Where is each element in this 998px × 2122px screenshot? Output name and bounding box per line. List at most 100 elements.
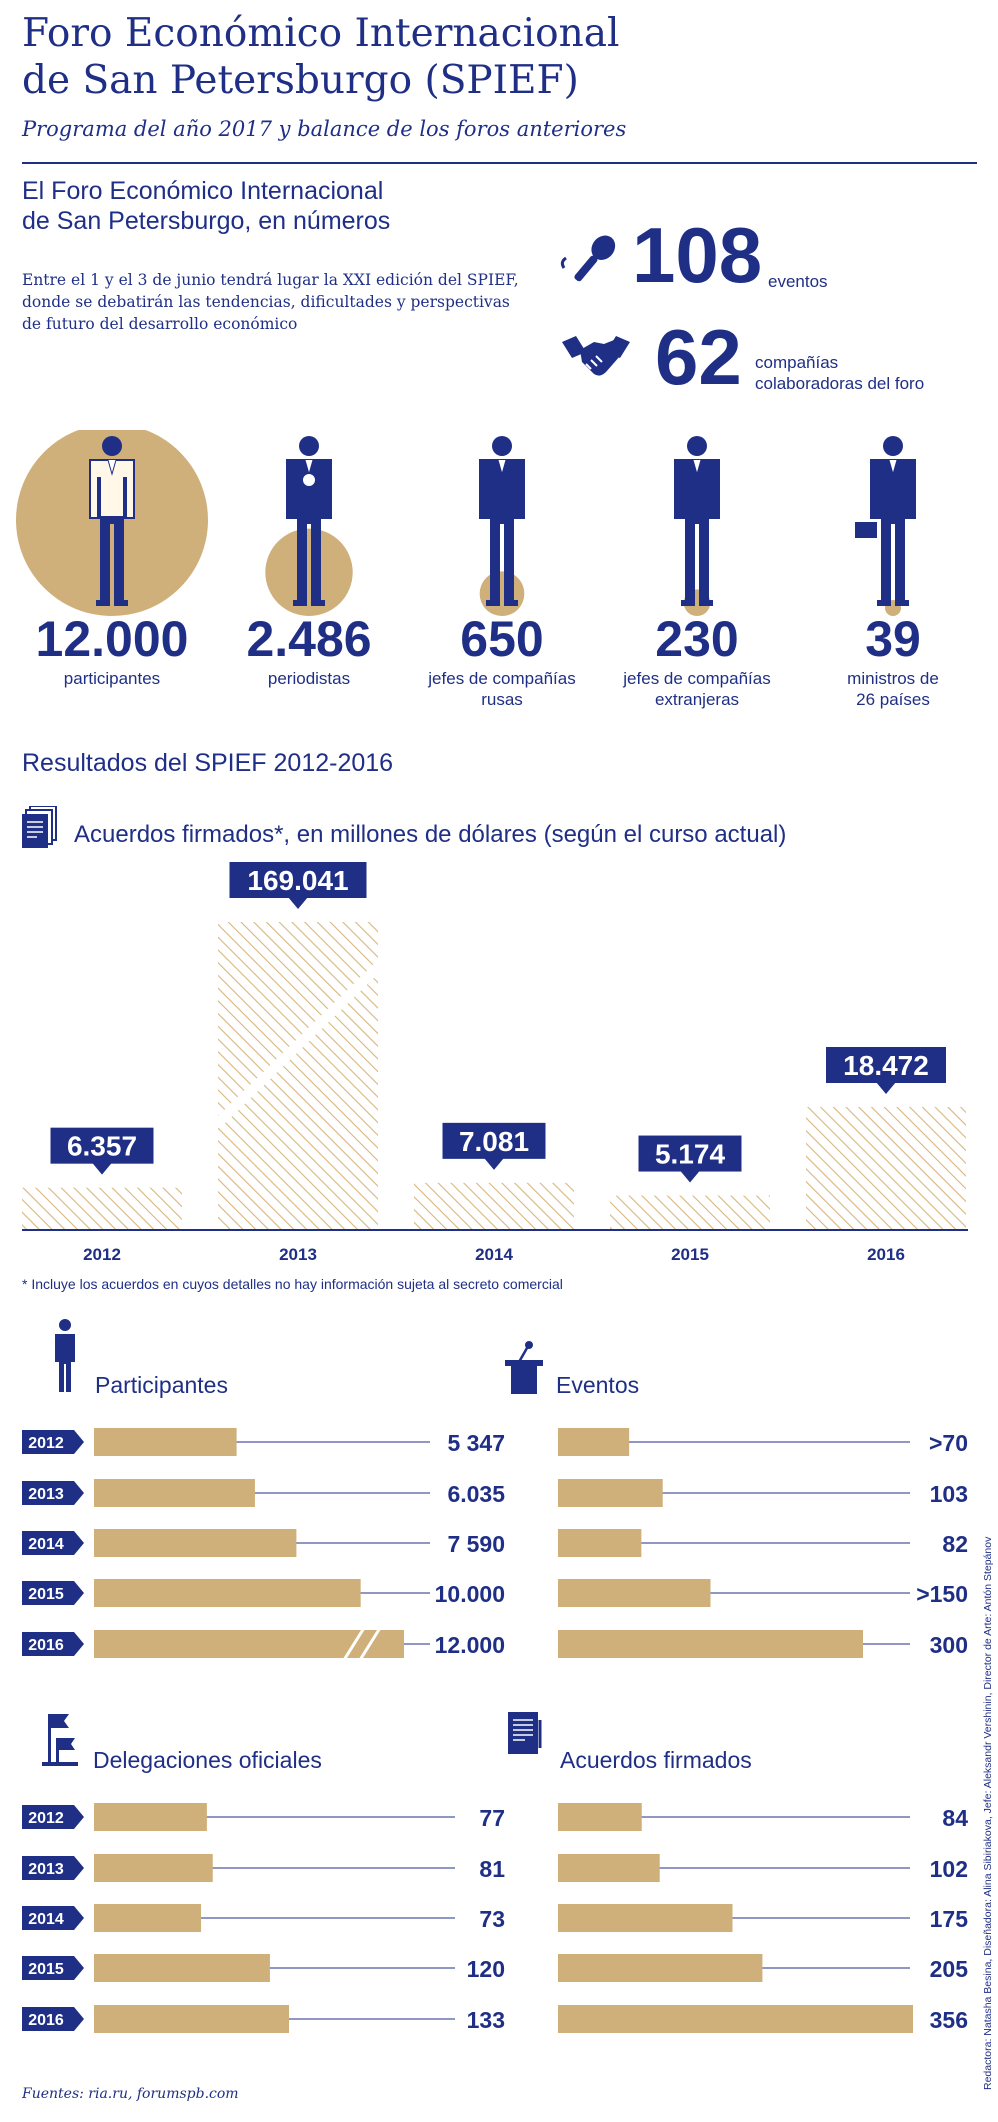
stat-label-line1: periodistas [267, 669, 351, 688]
value-label-2014: 7 590 [447, 1531, 505, 1557]
hbar-2016 [558, 2005, 913, 2033]
panel-eventos: Eventos >70 103 82 >150 300 [556, 1372, 968, 1658]
stat-label-line2: extranjeras [654, 690, 740, 709]
value-label-2015: 120 [467, 1956, 505, 1982]
svg-text:2013: 2013 [28, 1861, 64, 1878]
year-tag-2014: 2014 [22, 1906, 84, 1930]
value-label-2014: 82 [942, 1531, 968, 1557]
value-label-2013: 81 [479, 1856, 505, 1882]
stat-figure-1 [16, 430, 208, 616]
year-tag-2015: 2015 [22, 1581, 84, 1605]
page-subtitle: Programa del año 2017 y balance de los f… [22, 117, 627, 141]
stat-figure-2 [265, 436, 353, 616]
svg-text:5.174: 5.174 [655, 1139, 725, 1170]
value-label-2015: 205 [930, 1956, 969, 1982]
credits: Redactora: Natasha Besina, Diseñadora: A… [982, 1536, 994, 2090]
panel-title: Acuerdos firmados [560, 1747, 752, 1773]
year-tag-2013: 2013 [22, 1856, 84, 1880]
year-tag-2012: 2012 [22, 1805, 84, 1829]
stat-label-line1: ministros de [847, 669, 939, 688]
bar-2015 [610, 1195, 770, 1230]
panel-acuerdos-firmados: Acuerdos firmados 84 102 175 205 356 [558, 1747, 968, 2033]
value-label-2012: 5 347 [447, 1430, 505, 1456]
podium-icon [505, 1341, 543, 1394]
svg-text:2015: 2015 [28, 1586, 64, 1603]
results-heading: Resultados del SPIEF 2012-2016 [22, 749, 394, 777]
partners-label-line1: compañías [755, 353, 839, 372]
stat-figure-4 [674, 436, 720, 616]
data-label-2012: 6.357 [50, 1127, 154, 1175]
panel-title: Participantes [95, 1372, 228, 1398]
header-divider [22, 162, 977, 164]
clipboard-icon [508, 1712, 542, 1754]
hbar-2012 [94, 1803, 207, 1831]
panel-delegaciones-oficiales: Delegaciones oficiales 2012 77 2013 81 2014 73… [22, 1747, 505, 2033]
stat-label-line1: jefes de compañías [623, 669, 771, 688]
svg-text:18.472: 18.472 [843, 1050, 929, 1081]
stat-label-line1: participantes [63, 669, 161, 688]
stat-number: 12.000 [35, 611, 189, 667]
hbar-2015 [558, 1954, 763, 1982]
hbar-2012 [558, 1803, 642, 1831]
hbar-2016 [94, 1630, 404, 1658]
stat-figure-3 [479, 436, 525, 616]
value-label-2013: 103 [930, 1481, 968, 1507]
value-label-2013: 102 [930, 1856, 968, 1882]
panel-title: Eventos [556, 1372, 639, 1398]
person-icon [286, 436, 332, 606]
year-tag-2016: 2016 [22, 1632, 84, 1656]
numbers-heading-line1: El Foro Económico Internacional [22, 177, 384, 205]
data-label-2016: 18.472 [826, 1047, 946, 1094]
stat-number: 2.486 [246, 611, 372, 667]
stat-figure-5 [855, 436, 916, 616]
hbar-2016 [94, 2005, 289, 2033]
axis-break-mark [212, 961, 384, 1129]
value-label-2016: 12.000 [435, 1632, 505, 1658]
year-tag-2015: 2015 [22, 1956, 84, 1980]
events-number: 108 [632, 211, 763, 299]
bar-2012 [22, 1187, 182, 1230]
agreements-chart-title: Acuerdos firmados*, en millones de dólar… [74, 821, 787, 848]
data-label-2014: 7.081 [442, 1122, 546, 1170]
page-title-line1: Foro Económico Internacional [22, 11, 620, 56]
value-label-2016: 300 [930, 1632, 968, 1658]
value-label-2012: 77 [479, 1805, 505, 1831]
svg-text:2012: 2012 [28, 1435, 64, 1452]
hbar-2014 [94, 1529, 297, 1557]
events-label: eventos [768, 272, 828, 291]
stat-bubble [479, 571, 525, 616]
bar-2014 [414, 1182, 574, 1230]
year-tag-2012: 2012 [22, 1430, 84, 1454]
hbar-2014 [94, 1904, 202, 1932]
value-label-2012: 84 [942, 1805, 968, 1831]
stat-label: ministros de 26 países [783, 668, 998, 710]
svg-text:2016: 2016 [28, 2012, 64, 2029]
partners-label-line2: colaboradoras del foro [755, 374, 925, 393]
stat-label-line2: rusas [481, 690, 523, 709]
partners-label: compañías colaboradoras del foro [755, 352, 924, 394]
data-label-2013: 169.041 [229, 862, 367, 909]
hbar-2015 [558, 1579, 711, 1607]
hbar-2014 [558, 1904, 733, 1932]
svg-text:2012: 2012 [28, 1810, 64, 1827]
person-icon [89, 436, 135, 606]
value-label-2016: 356 [930, 2007, 968, 2033]
svg-text:7.081: 7.081 [459, 1126, 529, 1157]
value-label-2014: 175 [930, 1906, 969, 1932]
x-tick-2016: 2016 [867, 1245, 905, 1264]
svg-text:6.357: 6.357 [67, 1131, 137, 1162]
year-tag-2013: 2013 [22, 1481, 84, 1505]
partners-number: 62 [655, 313, 742, 401]
stat-number: 39 [865, 611, 921, 667]
agreements-bar-chart: 6.357 2012 169.041 2013 7.081 2014 5.174 2015 18… [22, 862, 968, 1264]
value-label-2015: >150 [916, 1581, 968, 1607]
panel-title: Delegaciones oficiales [93, 1747, 322, 1773]
bar-2013 [218, 922, 378, 1230]
year-tag-2014: 2014 [22, 1531, 84, 1555]
svg-text:2016: 2016 [28, 1637, 64, 1654]
x-tick-2014: 2014 [475, 1245, 513, 1264]
svg-text:2013: 2013 [28, 1486, 64, 1503]
hbar-2012 [94, 1428, 237, 1456]
hbar-2014 [558, 1529, 642, 1557]
numbers-heading-line2: de San Petersburgo, en números [22, 207, 391, 235]
